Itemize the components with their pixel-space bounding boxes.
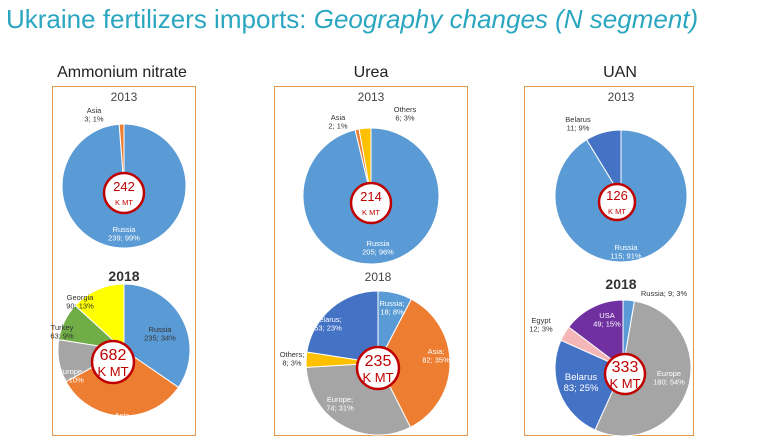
total-badge-urea-2013: [349, 181, 393, 225]
data-label-uan-2018-russia: Russia; 9; 3%: [641, 289, 688, 298]
data-label-urea-2013-asia: Asia 2; 1%: [328, 113, 348, 131]
total-value-urea-2013: 214: [360, 189, 382, 204]
total-unit-urea-2018: K MT: [362, 370, 393, 385]
total-value-uan-2018: 333: [612, 359, 639, 376]
total-value-urea-2018: 235: [365, 353, 392, 370]
data-label-urea-2018-asia: Asia; 82; 35%: [422, 347, 450, 365]
total-badge-uan-2013: [597, 182, 637, 222]
data-label-uan-2013-belarus: Belarus 11; 9%: [565, 115, 591, 133]
data-label-urea-2018-others: Others; 8; 3%: [280, 350, 305, 368]
pie-slice-urea-2018-belarus: [306, 290, 379, 364]
data-label-urea-2018-belarus: Belarus; 53; 23%: [314, 315, 342, 333]
pie-slice-ammonium-nitrate-2018-georgia: [74, 283, 125, 352]
year-label-uan-2018: 2018: [605, 276, 636, 292]
pie-slice-uan-2013-belarus: [585, 129, 622, 198]
data-label-urea-2013-others: Others 6; 3%: [394, 105, 417, 123]
total-unit-urea-2013: K MT: [362, 208, 380, 217]
chart-title-urea: Urea: [353, 64, 389, 81]
year-label-urea-2018: 2018: [365, 270, 392, 284]
total-unit-uan-2018: K MT: [609, 376, 640, 391]
total-unit-ammonium-nitrate-2018: K MT: [97, 364, 128, 379]
total-unit-uan-2013: K MT: [608, 207, 626, 216]
year-label-ammonium-nitrate-2018: 2018: [108, 268, 139, 284]
data-label-ammonium-nitrate-2018-europe: Europe 71; 10%: [56, 367, 84, 385]
chart-title-ammonium-nitrate: Ammonium nitrate: [57, 64, 187, 81]
data-label-ammonium-nitrate-2018-russia: Russia 235; 34%: [144, 325, 176, 343]
data-label-urea-2013-russia: Russia 205; 96%: [362, 239, 394, 257]
data-label-ammonium-nitrate-2018-turkey: Turkey 63; 9%: [50, 323, 74, 341]
panel-ammonium-nitrate: [52, 86, 196, 436]
data-label-uan-2018-usa: USA 49; 15%: [593, 311, 621, 329]
total-badge-ammonium-nitrate-2018: [90, 339, 136, 385]
total-value-ammonium-nitrate-2018: 682: [100, 347, 127, 364]
total-badge-urea-2018: [355, 345, 401, 391]
pie-slice-uan-2018-belarus: [554, 339, 624, 431]
total-badge-ammonium-nitrate-2013: [102, 171, 146, 215]
total-badge-uan-2018: [603, 352, 647, 396]
pie-slice-ammonium-nitrate-2013-asia: [118, 123, 125, 187]
year-label-uan-2013: 2013: [608, 90, 635, 104]
total-unit-ammonium-nitrate-2013: K MT: [115, 198, 133, 207]
data-label-uan-2018-europe: Europe 180; 54%: [653, 369, 685, 387]
pie-slice-urea-2013-others: [358, 127, 372, 197]
panel-urea: [274, 86, 468, 436]
data-label-uan-2013-russia: Russia 115; 91%: [610, 243, 641, 261]
pie-slice-urea-2018-asia: [377, 298, 451, 428]
title-main: Ukraine fertilizers imports:: [6, 4, 307, 34]
total-value-ammonium-nitrate-2013: 242: [113, 179, 135, 194]
data-label-uan-2018-belarus: Belarus 83; 25%: [564, 372, 599, 394]
data-label-ammonium-nitrate-2018-asia: Asia 221; 33%: [106, 411, 138, 429]
panel-uan: [524, 86, 694, 436]
title-subtitle: Geography changes (N segment): [313, 4, 699, 34]
data-label-ammonium-nitrate-2013-asia: Asia 3; 1%: [84, 106, 104, 124]
year-label-ammonium-nitrate-2013: 2013: [111, 90, 138, 104]
page-title: Ukraine fertilizers imports: Geography c…: [6, 4, 698, 35]
data-label-ammonium-nitrate-2013-russia: Russia 239; 99%: [108, 225, 140, 243]
data-label-urea-2018-russia: Russia; 18; 8%: [379, 299, 404, 317]
data-label-urea-2018-europe: Europe; 74; 31%: [326, 395, 354, 413]
data-label-uan-2018-egypt: Egypt 12; 3%: [529, 316, 553, 334]
data-label-ammonium-nitrate-2018-georgia: Georgia 90; 13%: [66, 293, 94, 311]
pie-slice-ammonium-nitrate-2018-russia: [123, 283, 191, 388]
year-label-urea-2013: 2013: [358, 90, 385, 104]
chart-title-uan: UAN: [603, 64, 637, 81]
pie-slice-uan-2018-usa: [568, 299, 624, 370]
total-value-uan-2013: 126: [606, 188, 628, 203]
